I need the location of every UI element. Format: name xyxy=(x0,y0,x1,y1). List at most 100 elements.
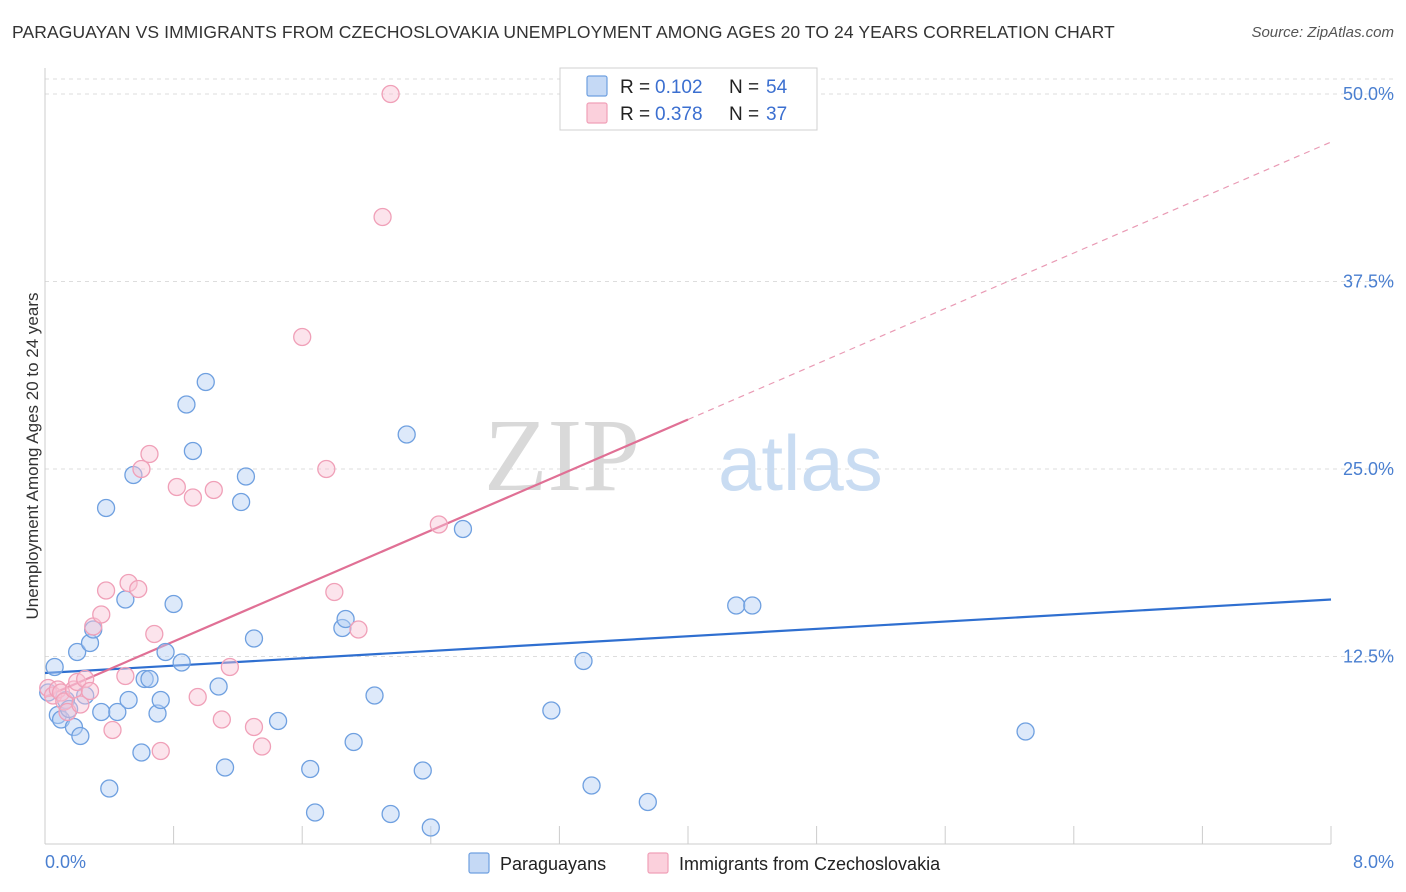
series-label-czechoslovakia: Immigrants from Czechoslovakia xyxy=(679,854,941,874)
point-paraguayans xyxy=(68,642,87,662)
point-czechoslovakia xyxy=(183,488,203,507)
point-paraguayans xyxy=(177,395,196,414)
point-czechoslovakia xyxy=(220,657,240,677)
watermark: ZIP atlas xyxy=(484,398,883,513)
point-czechoslovakia xyxy=(317,459,336,479)
point-czechoslovakia xyxy=(80,681,100,701)
y-tick-label: 50.0% xyxy=(1343,84,1394,104)
legend-n-label-2: N = xyxy=(729,104,759,125)
axes xyxy=(44,68,1331,845)
point-paraguayans xyxy=(108,702,127,722)
point-paraguayans xyxy=(231,492,251,512)
point-paraguayans xyxy=(365,686,384,705)
point-czechoslovakia xyxy=(145,624,164,644)
x-ticks xyxy=(173,826,1332,844)
point-czechoslovakia xyxy=(293,327,312,347)
point-paraguayans xyxy=(413,761,432,780)
point-paraguayans xyxy=(92,702,111,722)
point-czechoslovakia xyxy=(325,582,344,602)
point-paraguayans xyxy=(397,425,416,444)
trend-line-extension xyxy=(687,141,1332,421)
point-czechoslovakia xyxy=(188,687,207,707)
point-czechoslovakia xyxy=(76,669,95,689)
point-paraguayans xyxy=(727,596,746,615)
legend-swatch-paraguayans xyxy=(586,75,608,97)
point-czechoslovakia xyxy=(92,605,111,624)
point-czechoslovakia xyxy=(132,459,151,479)
series-label-paraguayans: Paraguayans xyxy=(500,854,606,874)
point-paraguayans xyxy=(268,711,288,731)
trend-line-czechoslovakia xyxy=(44,418,689,699)
point-czechoslovakia xyxy=(103,720,122,740)
point-czechoslovakia xyxy=(129,579,148,599)
point-paraguayans xyxy=(71,726,90,746)
point-paraguayans xyxy=(156,642,175,662)
point-paraguayans xyxy=(45,657,64,677)
point-paraguayans xyxy=(196,372,215,392)
series-swatch-paraguayans xyxy=(468,852,490,874)
series-swatch-czechoslovakia xyxy=(647,852,669,874)
point-czechoslovakia xyxy=(349,620,368,639)
chart-title: PARAGUAYAN VS IMMIGRANTS FROM CZECHOSLOV… xyxy=(12,22,1115,42)
legend-n-label-1: N = xyxy=(729,77,759,98)
data-points xyxy=(39,84,1035,837)
point-czechoslovakia xyxy=(429,515,448,534)
trend-lines xyxy=(44,141,1332,699)
point-paraguayans xyxy=(582,776,601,795)
y-tick-label: 12.5% xyxy=(1343,647,1394,667)
point-paraguayans xyxy=(336,609,355,629)
point-paraguayans xyxy=(574,651,593,671)
point-paraguayans xyxy=(209,677,228,696)
point-czechoslovakia xyxy=(167,477,186,497)
y-tick-label: 37.5% xyxy=(1343,272,1394,292)
point-czechoslovakia xyxy=(119,573,138,593)
series-legend: Paraguayans Immigrants from Czechoslovak… xyxy=(468,852,941,874)
stats-legend: R = 0.102 N = 54 R = 0.378 N = 37 xyxy=(559,67,818,131)
trend-line-paraguayans xyxy=(44,598,1332,675)
point-paraguayans xyxy=(96,498,116,518)
legend-n-value-1: 54 xyxy=(766,77,788,98)
x-tick-labels: 0.0% 8.0% xyxy=(45,852,1394,872)
point-paraguayans xyxy=(453,519,473,539)
point-paraguayans xyxy=(421,818,440,837)
point-paraguayans xyxy=(172,653,191,672)
point-czechoslovakia xyxy=(244,717,264,737)
point-paraguayans xyxy=(381,804,400,824)
point-paraguayans xyxy=(638,792,657,812)
point-czechoslovakia xyxy=(71,695,90,714)
point-czechoslovakia xyxy=(252,737,272,756)
point-paraguayans xyxy=(301,759,320,779)
point-czechoslovakia xyxy=(373,207,392,227)
point-czechoslovakia xyxy=(116,666,135,686)
point-paraguayans xyxy=(215,758,235,777)
y-axis-title: Unemployment Among Ages 20 to 24 years xyxy=(23,293,42,620)
x-tick-label-max: 8.0% xyxy=(1353,852,1394,872)
point-paraguayans xyxy=(132,743,151,762)
point-paraguayans xyxy=(148,704,167,723)
point-czechoslovakia xyxy=(96,581,116,600)
point-paraguayans xyxy=(140,669,159,689)
point-paraguayans xyxy=(119,690,138,710)
point-czechoslovakia xyxy=(212,710,231,729)
point-paraguayans xyxy=(135,669,154,689)
legend-n-value-2: 37 xyxy=(766,104,787,125)
y-tick-label: 25.0% xyxy=(1343,459,1394,479)
legend-r-label-2: R = xyxy=(620,104,650,125)
point-paraguayans xyxy=(236,467,256,486)
point-czechoslovakia xyxy=(140,444,159,464)
point-czechoslovakia xyxy=(381,84,400,104)
watermark-zip: ZIP xyxy=(484,398,640,513)
legend-r-label-1: R = xyxy=(620,77,650,98)
point-paraguayans xyxy=(1016,722,1035,741)
point-czechoslovakia xyxy=(151,741,170,761)
legend-r-value-2: 0.378 xyxy=(655,104,703,125)
legend-swatch-czechoslovakia xyxy=(586,102,608,124)
point-paraguayans xyxy=(164,594,183,614)
point-paraguayans xyxy=(542,701,561,720)
point-paraguayans xyxy=(344,732,363,752)
point-paraguayans xyxy=(183,441,203,461)
point-paraguayans xyxy=(100,779,119,798)
point-paraguayans xyxy=(305,803,325,822)
point-paraguayans xyxy=(244,629,264,648)
